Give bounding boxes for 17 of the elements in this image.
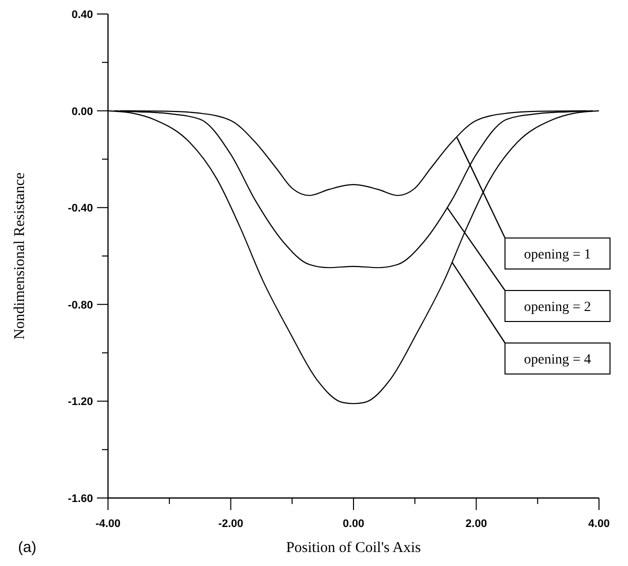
y-tick-label: 0.40 [72, 9, 93, 21]
text: opening = 1 [524, 248, 591, 262]
text: opening = 2 [524, 300, 591, 315]
x-tick-label: 2.00 [466, 518, 487, 530]
y-tick-label: -0.80 [68, 299, 93, 312]
y-tick-label: -0.40 [68, 202, 93, 215]
text: opening = 4 [524, 352, 591, 368]
y-tick-label: -1.20 [68, 396, 93, 408]
y-tick-label: 0.00 [72, 106, 93, 118]
text: (a) [18, 539, 36, 556]
x-tick-label: 0.00 [342, 518, 364, 530]
x-tick-label: -2.00 [218, 518, 244, 530]
x-tick-label: -4.00 [95, 518, 121, 530]
y-axis-title: Nondimensional Resistance [12, 172, 28, 340]
x-axis-title: Position of Coil's Axis [286, 540, 422, 556]
y-tick-label: -1.60 [68, 493, 93, 505]
x-tick-label: 4.00 [588, 518, 610, 530]
